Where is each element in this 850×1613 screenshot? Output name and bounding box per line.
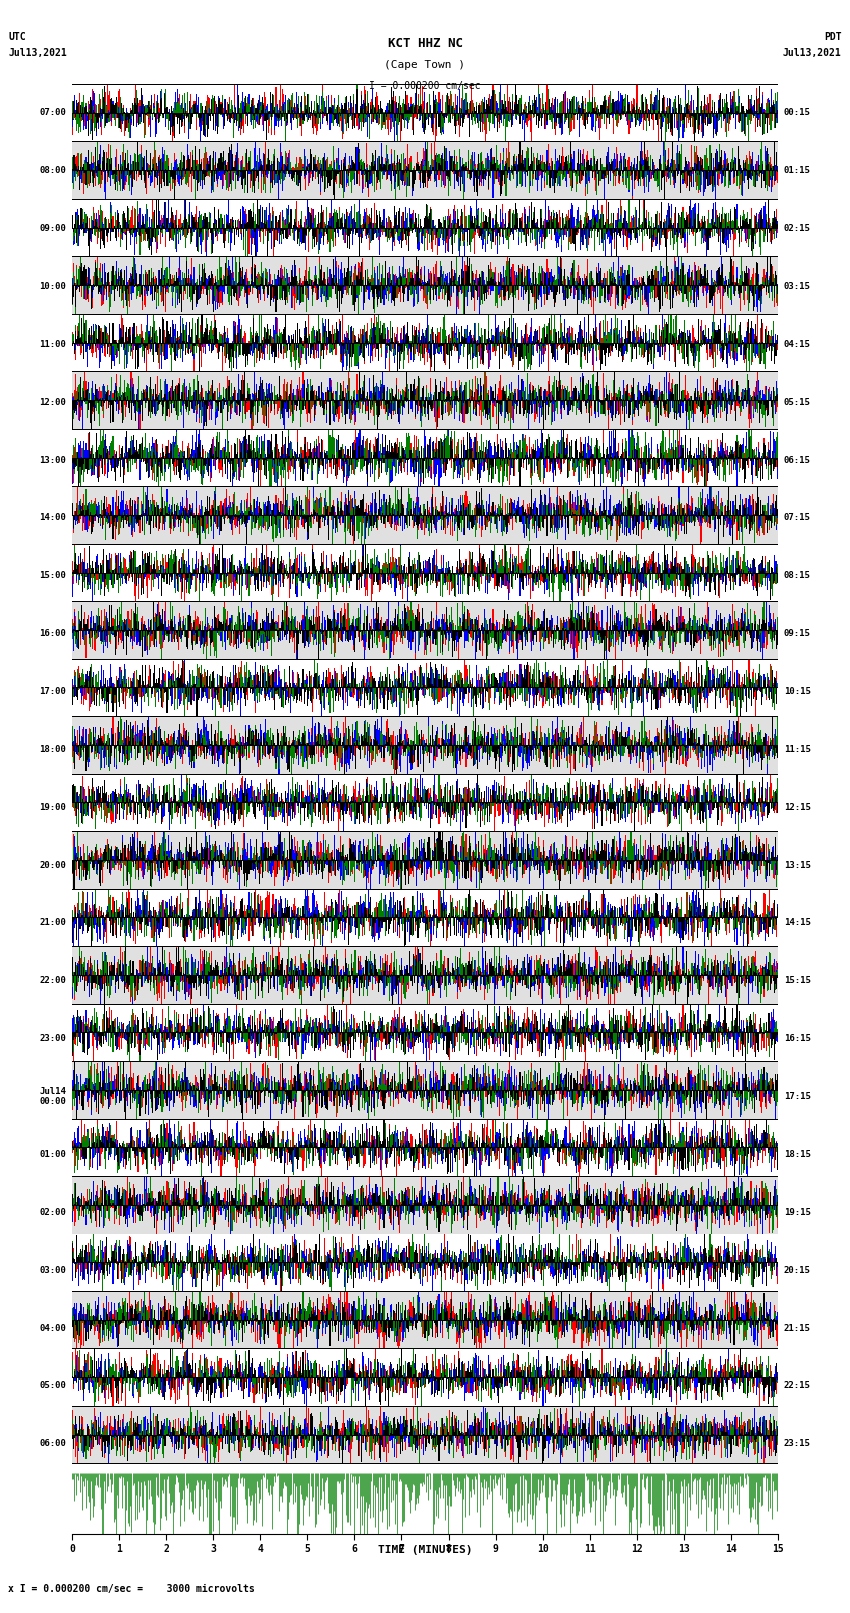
Text: 15:15: 15:15 bbox=[784, 976, 811, 986]
Text: 05:00: 05:00 bbox=[39, 1381, 66, 1390]
Text: 17:15: 17:15 bbox=[784, 1092, 811, 1102]
Text: 18:15: 18:15 bbox=[784, 1150, 811, 1158]
Text: PDT: PDT bbox=[824, 32, 842, 42]
Text: 19:15: 19:15 bbox=[784, 1208, 811, 1216]
Text: 17:00: 17:00 bbox=[39, 687, 66, 695]
Text: 14:15: 14:15 bbox=[784, 918, 811, 927]
Text: UTC: UTC bbox=[8, 32, 26, 42]
Text: 08:00: 08:00 bbox=[39, 166, 66, 176]
Text: 16:00: 16:00 bbox=[39, 629, 66, 639]
Text: 20:15: 20:15 bbox=[784, 1266, 811, 1274]
Text: 10:00: 10:00 bbox=[39, 282, 66, 290]
Text: 09:00: 09:00 bbox=[39, 224, 66, 232]
Text: 12:15: 12:15 bbox=[784, 803, 811, 811]
Text: 19:00: 19:00 bbox=[39, 803, 66, 811]
Text: (Cape Town ): (Cape Town ) bbox=[384, 60, 466, 69]
Text: 15:00: 15:00 bbox=[39, 571, 66, 581]
Text: 00:15: 00:15 bbox=[784, 108, 811, 118]
Text: 04:00: 04:00 bbox=[39, 1324, 66, 1332]
Text: 22:15: 22:15 bbox=[784, 1381, 811, 1390]
Text: I = 0.000200 cm/sec: I = 0.000200 cm/sec bbox=[369, 81, 481, 90]
Text: x I = 0.000200 cm/sec =    3000 microvolts: x I = 0.000200 cm/sec = 3000 microvolts bbox=[8, 1584, 255, 1594]
Text: KCT HHZ NC: KCT HHZ NC bbox=[388, 37, 462, 50]
Text: 13:00: 13:00 bbox=[39, 455, 66, 465]
Text: 22:00: 22:00 bbox=[39, 976, 66, 986]
Text: 11:00: 11:00 bbox=[39, 340, 66, 348]
Text: TIME (MINUTES): TIME (MINUTES) bbox=[377, 1545, 473, 1555]
Text: 01:15: 01:15 bbox=[784, 166, 811, 176]
Text: Jul13,2021: Jul13,2021 bbox=[8, 48, 67, 58]
Text: Jul13,2021: Jul13,2021 bbox=[783, 48, 842, 58]
Text: 09:15: 09:15 bbox=[784, 629, 811, 639]
Text: 14:00: 14:00 bbox=[39, 513, 66, 523]
Text: 01:00: 01:00 bbox=[39, 1150, 66, 1158]
Text: 07:15: 07:15 bbox=[784, 513, 811, 523]
Text: 03:00: 03:00 bbox=[39, 1266, 66, 1274]
Text: 16:15: 16:15 bbox=[784, 1034, 811, 1044]
Text: 11:15: 11:15 bbox=[784, 745, 811, 753]
Text: 06:15: 06:15 bbox=[784, 455, 811, 465]
Text: 07:00: 07:00 bbox=[39, 108, 66, 118]
Text: 12:00: 12:00 bbox=[39, 398, 66, 406]
Text: 23:00: 23:00 bbox=[39, 1034, 66, 1044]
Text: Jul14
00:00: Jul14 00:00 bbox=[39, 1087, 66, 1107]
Text: 06:00: 06:00 bbox=[39, 1439, 66, 1448]
Text: 10:15: 10:15 bbox=[784, 687, 811, 695]
Text: 20:00: 20:00 bbox=[39, 861, 66, 869]
Text: 02:00: 02:00 bbox=[39, 1208, 66, 1216]
Text: 21:00: 21:00 bbox=[39, 918, 66, 927]
Text: 23:15: 23:15 bbox=[784, 1439, 811, 1448]
Text: 03:15: 03:15 bbox=[784, 282, 811, 290]
Text: 02:15: 02:15 bbox=[784, 224, 811, 232]
Text: 04:15: 04:15 bbox=[784, 340, 811, 348]
Text: 21:15: 21:15 bbox=[784, 1324, 811, 1332]
Text: 13:15: 13:15 bbox=[784, 861, 811, 869]
Text: 08:15: 08:15 bbox=[784, 571, 811, 581]
Text: 05:15: 05:15 bbox=[784, 398, 811, 406]
Text: 18:00: 18:00 bbox=[39, 745, 66, 753]
